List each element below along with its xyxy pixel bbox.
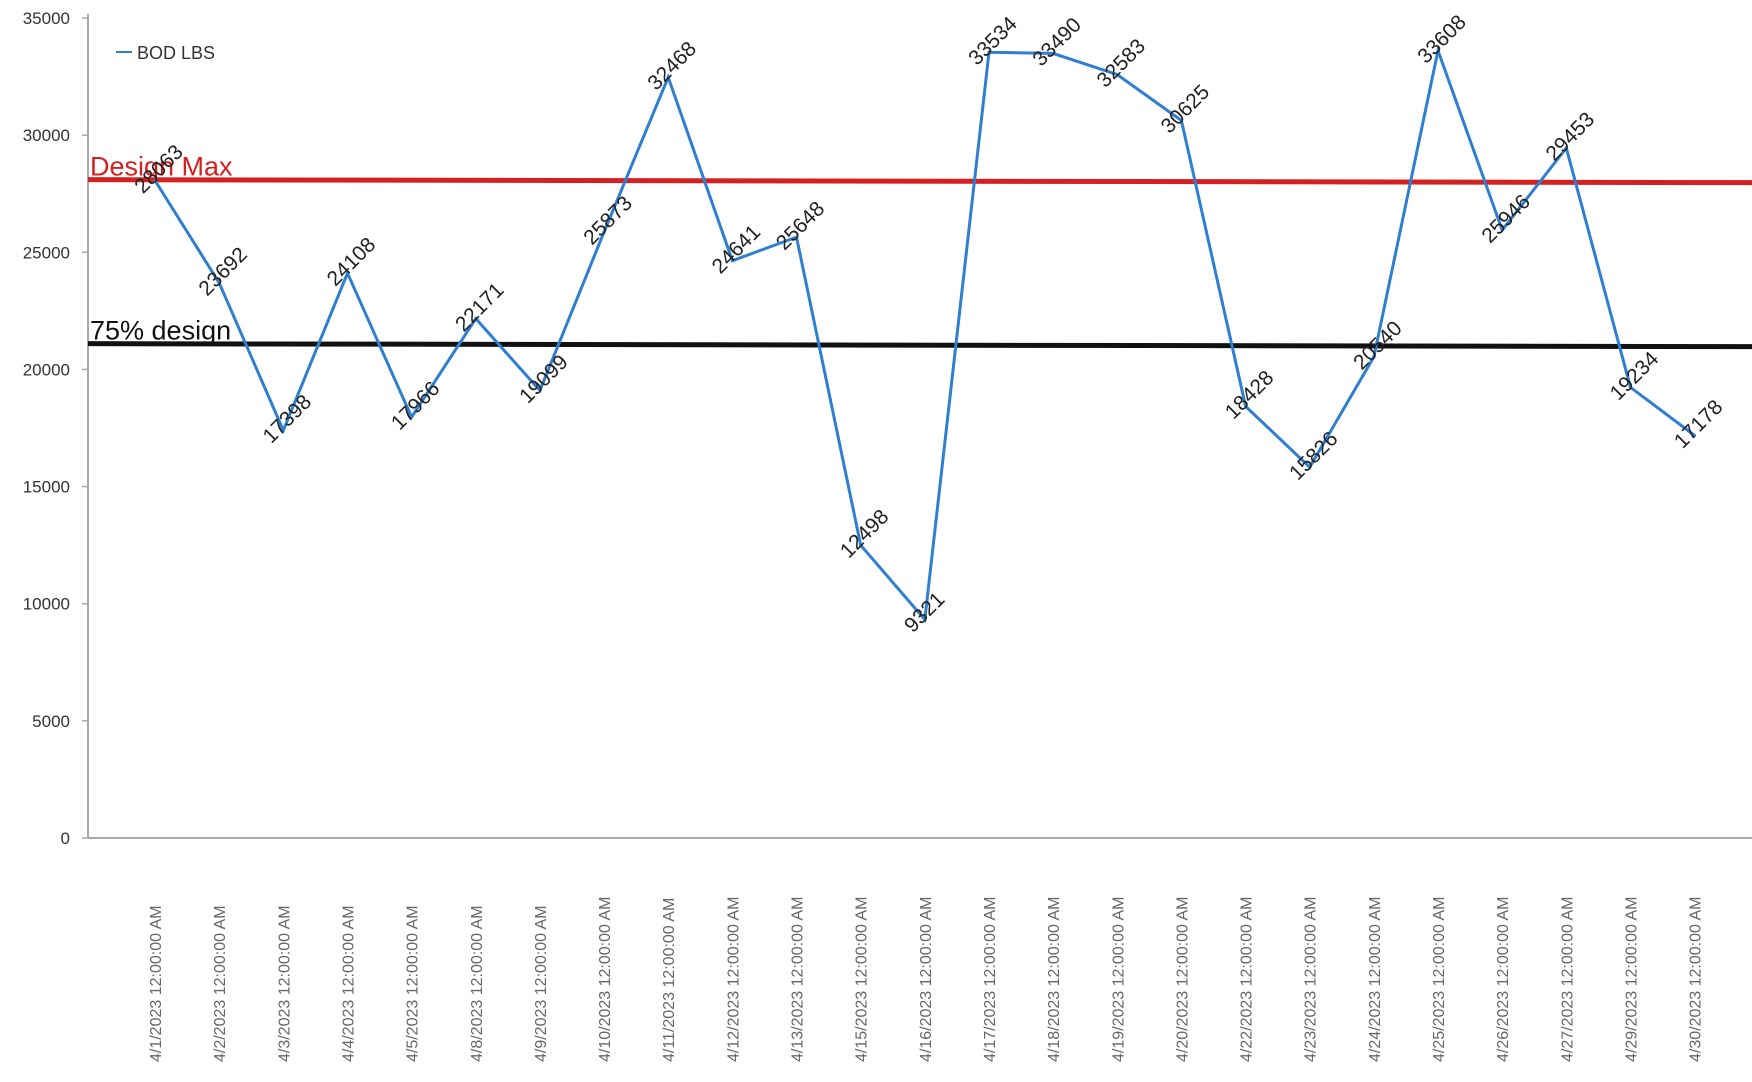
data-label: 25873 <box>579 192 637 250</box>
data-label: 19099 <box>515 351 573 409</box>
data-label: 33534 <box>964 12 1022 70</box>
data-label: 15826 <box>1285 427 1343 485</box>
data-label: 29453 <box>1542 108 1600 166</box>
data-point <box>474 317 478 321</box>
x-tick-label: 4/5/2023 12:00:00 AM <box>405 905 422 1062</box>
data-label: 24641 <box>708 221 766 279</box>
data-point <box>538 389 542 393</box>
axes: 0 5000 10000 15000 20000 25000 30000 35000 <box>23 9 1752 848</box>
x-tick-label: 4/29/2023 12:00:00 AM <box>1623 897 1640 1062</box>
data-point <box>1051 51 1055 55</box>
x-tick-label: 4/26/2023 12:00:00 AM <box>1495 897 1512 1062</box>
data-point <box>153 179 157 183</box>
data-point <box>795 235 798 239</box>
reference-line-label: Design Max <box>90 152 233 182</box>
y-tick-label: 30000 <box>23 126 70 145</box>
data-point <box>923 618 927 622</box>
data-label: 25648 <box>772 197 830 255</box>
x-tick-label: 4/2/2023 12:00:00 AM <box>212 905 229 1062</box>
series-layer <box>153 45 1697 624</box>
reference-line <box>87 341 1752 350</box>
x-tick-label: 4/12/2023 12:00:00 AM <box>725 897 742 1062</box>
data-point <box>1115 73 1119 77</box>
y-tick-label: 15000 <box>23 478 70 497</box>
data-label: 25946 <box>1477 190 1535 248</box>
data-point <box>987 50 991 54</box>
x-tick-label: 4/30/2023 12:00:00 AM <box>1688 897 1705 1062</box>
data-point <box>859 543 863 547</box>
data-point <box>345 271 349 275</box>
x-tick-label: 4/10/2023 12:00:00 AM <box>597 897 614 1062</box>
x-tick-label: 4/4/2023 12:00:00 AM <box>340 905 357 1062</box>
x-tick-label: 4/25/2023 12:00:00 AM <box>1431 897 1448 1062</box>
data-point <box>1372 355 1376 359</box>
data-label: 9321 <box>900 588 949 637</box>
x-tick-label: 4/11/2023 12:00:00 AM <box>661 898 678 1062</box>
x-tick-label: 4/23/2023 12:00:00 AM <box>1303 897 1320 1062</box>
data-point <box>281 428 285 432</box>
data-point <box>410 415 414 419</box>
x-tick-label: 4/9/2023 12:00:00 AM <box>533 905 550 1062</box>
x-tick-label: 4/3/2023 12:00:00 AM <box>276 905 293 1062</box>
data-point <box>1179 119 1183 122</box>
data-point <box>666 75 670 79</box>
data-label: 19234 <box>1606 347 1664 405</box>
y-tick-label: 10000 <box>23 595 70 614</box>
y-tick-label: 5000 <box>32 712 70 731</box>
x-tick-label: 4/8/2023 12:00:00 AM <box>469 905 486 1062</box>
data-point <box>1244 404 1248 408</box>
x-tick-labels: 4/1/2023 12:00:00 AM 4/2/2023 12:00:00 AM… <box>148 897 1705 1062</box>
data-label: 22171 <box>451 279 509 337</box>
series-line-bod-lbs <box>153 45 1696 624</box>
data-label: 12498 <box>836 505 894 563</box>
data-label: 32583 <box>1093 35 1151 93</box>
x-tick-label: 4/18/2023 12:00:00 AM <box>1046 897 1063 1062</box>
data-point <box>1693 434 1697 438</box>
data-point <box>1628 385 1632 389</box>
x-tick-label: 4/19/2023 12:00:00 AM <box>1110 897 1127 1062</box>
reference-lines: Design Max 75% design <box>87 152 1752 350</box>
data-point <box>1436 49 1440 53</box>
data-point <box>1564 146 1568 150</box>
y-tick-label: 0 <box>61 829 70 848</box>
x-tick-label: 4/15/2023 12:00:00 AM <box>854 897 871 1062</box>
data-point <box>217 281 221 285</box>
data-point <box>730 259 734 263</box>
x-tick-label: 4/16/2023 12:00:00 AM <box>918 897 935 1062</box>
x-tick-label: 4/22/2023 12:00:00 AM <box>1239 897 1256 1062</box>
x-tick-label: 4/20/2023 12:00:00 AM <box>1174 897 1191 1062</box>
reference-line <box>87 177 1752 186</box>
y-tick-label: 35000 <box>23 9 70 28</box>
x-tick-label: 4/13/2023 12:00:00 AM <box>790 897 807 1062</box>
data-point <box>1308 465 1312 469</box>
data-label: 18428 <box>1221 366 1279 424</box>
legend: BOD LBS <box>116 43 215 63</box>
x-tick-label: 4/17/2023 12:00:00 AM <box>982 897 999 1062</box>
data-point <box>1500 228 1504 232</box>
y-tick-label: 25000 <box>23 243 70 262</box>
x-tick-label: 4/1/2023 12:00:00 AM <box>148 905 165 1062</box>
y-tick-label: 20000 <box>23 360 70 379</box>
x-tick-label: 4/24/2023 12:00:00 AM <box>1367 897 1384 1062</box>
data-label: 17398 <box>259 390 317 448</box>
data-label: 17966 <box>387 377 445 435</box>
reference-line-label: 75% design <box>90 316 231 346</box>
x-tick-label: 4/27/2023 12:00:00 AM <box>1559 897 1576 1062</box>
legend-label: BOD LBS <box>137 43 215 63</box>
data-point <box>602 230 606 234</box>
